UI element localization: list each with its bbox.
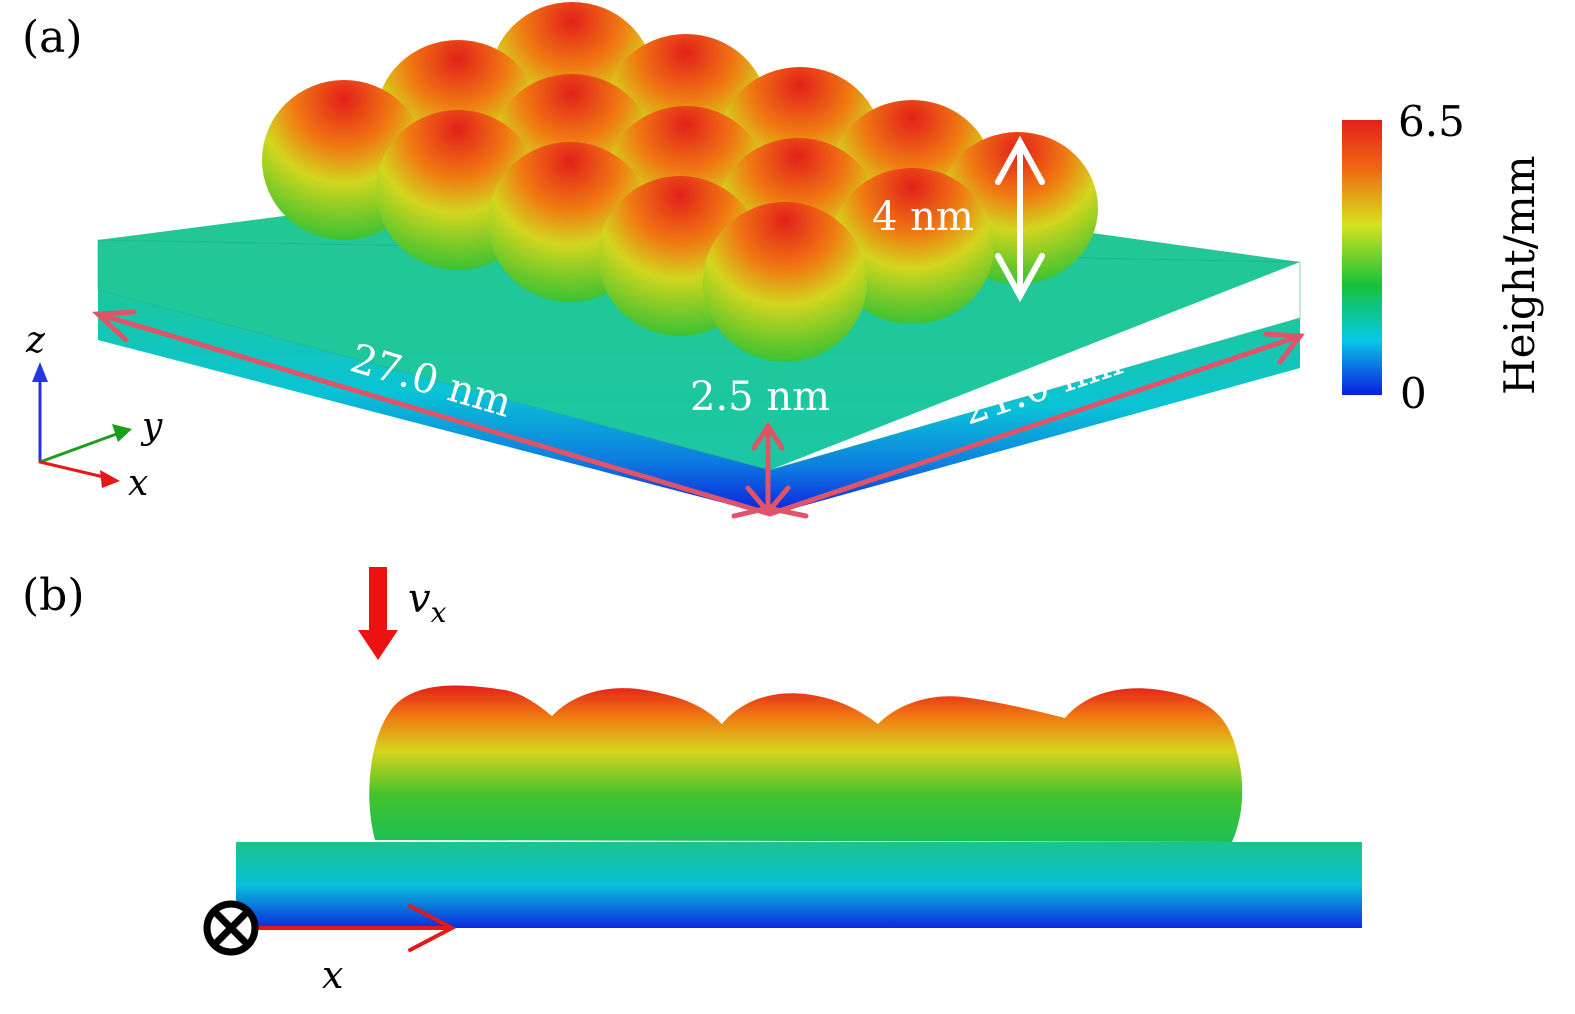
dome-height-arrow [995, 135, 1045, 303]
velocity-symbol: v [408, 576, 431, 622]
substrate-left-face [98, 290, 770, 515]
colorbar-title: Height/mm [1495, 155, 1544, 395]
dome-height-label: 4 nm [872, 194, 974, 240]
axis-x-arrow [254, 904, 457, 952]
panel-b-label: (b) [22, 570, 85, 621]
velocity-label: vx [408, 576, 447, 629]
colorbar-max-label: 6.5 [1398, 97, 1465, 146]
panel-a: (a) [22, 2, 1544, 519]
axis-y-label: y [140, 406, 163, 447]
axis-x-label: x [128, 463, 148, 504]
into-page-icon [203, 900, 259, 956]
nanodome-side-profile [369, 685, 1243, 842]
axis-z-label: z [25, 320, 46, 361]
axis-x-label-b: x [322, 953, 343, 997]
velocity-arrow [358, 567, 398, 660]
panel-b: (b) vx x [22, 567, 1362, 997]
substrate-thickness-arrow [731, 421, 809, 519]
axis-triad [32, 362, 132, 488]
colorbar-min-label: 0 [1400, 369, 1427, 418]
height-colorbar [1342, 120, 1382, 395]
panel-a-label: (a) [22, 12, 83, 63]
length-x-arrow [91, 309, 773, 517]
length-y-arrow [767, 331, 1305, 517]
substrate-side [236, 842, 1362, 928]
nanodome-array [262, 2, 1098, 362]
substrate-thickness-label: 2.5 nm [690, 374, 830, 420]
substrate-right-face [770, 318, 1300, 515]
velocity-subscript: x [431, 596, 447, 629]
